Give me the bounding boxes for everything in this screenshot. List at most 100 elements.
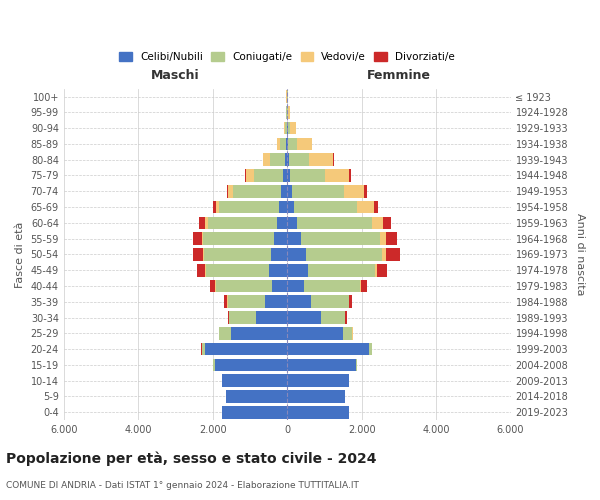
- Bar: [205, 216, 208, 229]
- Y-axis label: Fasce di età: Fasce di età: [15, 221, 25, 288]
- Bar: [277, 216, 287, 229]
- Bar: [297, 216, 372, 229]
- Bar: [308, 264, 374, 276]
- Bar: [296, 138, 312, 150]
- Legend: Celibi/Nubili, Coniugati/e, Vedovi/e, Divorziati/e: Celibi/Nubili, Coniugati/e, Vedovi/e, Di…: [115, 48, 459, 66]
- Bar: [206, 264, 269, 276]
- Bar: [227, 296, 265, 308]
- Bar: [285, 154, 287, 166]
- Bar: [287, 216, 297, 229]
- Bar: [357, 201, 374, 213]
- Bar: [287, 232, 301, 245]
- Bar: [287, 374, 349, 387]
- Bar: [285, 122, 287, 134]
- Bar: [364, 185, 367, 198]
- Bar: [287, 248, 306, 260]
- Bar: [377, 264, 386, 276]
- Bar: [271, 248, 287, 260]
- Bar: [229, 185, 233, 198]
- Bar: [287, 169, 290, 182]
- Bar: [228, 311, 229, 324]
- Bar: [287, 311, 321, 324]
- Bar: [287, 327, 343, 340]
- Bar: [280, 138, 286, 150]
- Bar: [199, 216, 205, 229]
- Bar: [226, 390, 287, 403]
- Bar: [383, 216, 391, 229]
- Bar: [374, 201, 379, 213]
- Bar: [343, 327, 352, 340]
- Bar: [214, 358, 215, 371]
- Bar: [301, 232, 380, 245]
- Bar: [287, 280, 304, 292]
- Bar: [288, 138, 296, 150]
- Bar: [287, 406, 349, 418]
- Bar: [256, 311, 287, 324]
- Bar: [309, 154, 334, 166]
- Bar: [287, 358, 356, 371]
- Bar: [208, 216, 277, 229]
- Bar: [215, 358, 287, 371]
- Bar: [287, 264, 308, 276]
- Bar: [205, 264, 206, 276]
- Bar: [321, 311, 345, 324]
- Bar: [197, 264, 205, 276]
- Bar: [382, 248, 386, 260]
- Bar: [272, 280, 287, 292]
- Bar: [372, 216, 383, 229]
- Bar: [232, 327, 287, 340]
- Bar: [325, 169, 349, 182]
- Bar: [222, 406, 287, 418]
- Bar: [220, 327, 232, 340]
- Bar: [203, 248, 204, 260]
- Bar: [287, 154, 289, 166]
- Bar: [349, 169, 351, 182]
- Bar: [281, 185, 287, 198]
- Bar: [356, 358, 357, 371]
- Bar: [193, 248, 203, 260]
- Bar: [254, 169, 283, 182]
- Text: Popolazione per età, sesso e stato civile - 2024: Popolazione per età, sesso e stato civil…: [6, 451, 377, 466]
- Bar: [374, 264, 377, 276]
- Bar: [233, 185, 281, 198]
- Bar: [216, 280, 272, 292]
- Bar: [209, 280, 215, 292]
- Bar: [290, 169, 325, 182]
- Bar: [202, 232, 203, 245]
- Bar: [290, 122, 296, 134]
- Bar: [224, 296, 227, 308]
- Bar: [283, 169, 287, 182]
- Bar: [277, 138, 280, 150]
- Bar: [287, 106, 288, 118]
- Bar: [361, 280, 367, 292]
- Bar: [369, 343, 372, 355]
- Bar: [213, 201, 216, 213]
- Bar: [193, 232, 202, 245]
- Bar: [279, 201, 287, 213]
- Bar: [294, 201, 357, 213]
- Bar: [263, 154, 270, 166]
- Bar: [346, 311, 347, 324]
- Bar: [220, 201, 279, 213]
- Bar: [386, 248, 400, 260]
- Bar: [222, 374, 287, 387]
- Bar: [274, 232, 287, 245]
- Text: Femmine: Femmine: [367, 68, 431, 82]
- Bar: [204, 248, 271, 260]
- Bar: [292, 185, 344, 198]
- Bar: [304, 280, 360, 292]
- Y-axis label: Anni di nascita: Anni di nascita: [575, 213, 585, 296]
- Bar: [349, 296, 352, 308]
- Bar: [286, 138, 287, 150]
- Bar: [360, 280, 361, 292]
- Bar: [205, 343, 287, 355]
- Bar: [227, 185, 229, 198]
- Bar: [203, 232, 274, 245]
- Bar: [284, 122, 285, 134]
- Bar: [287, 122, 290, 134]
- Bar: [306, 248, 382, 260]
- Bar: [287, 296, 311, 308]
- Bar: [287, 343, 369, 355]
- Bar: [246, 169, 254, 182]
- Bar: [287, 390, 345, 403]
